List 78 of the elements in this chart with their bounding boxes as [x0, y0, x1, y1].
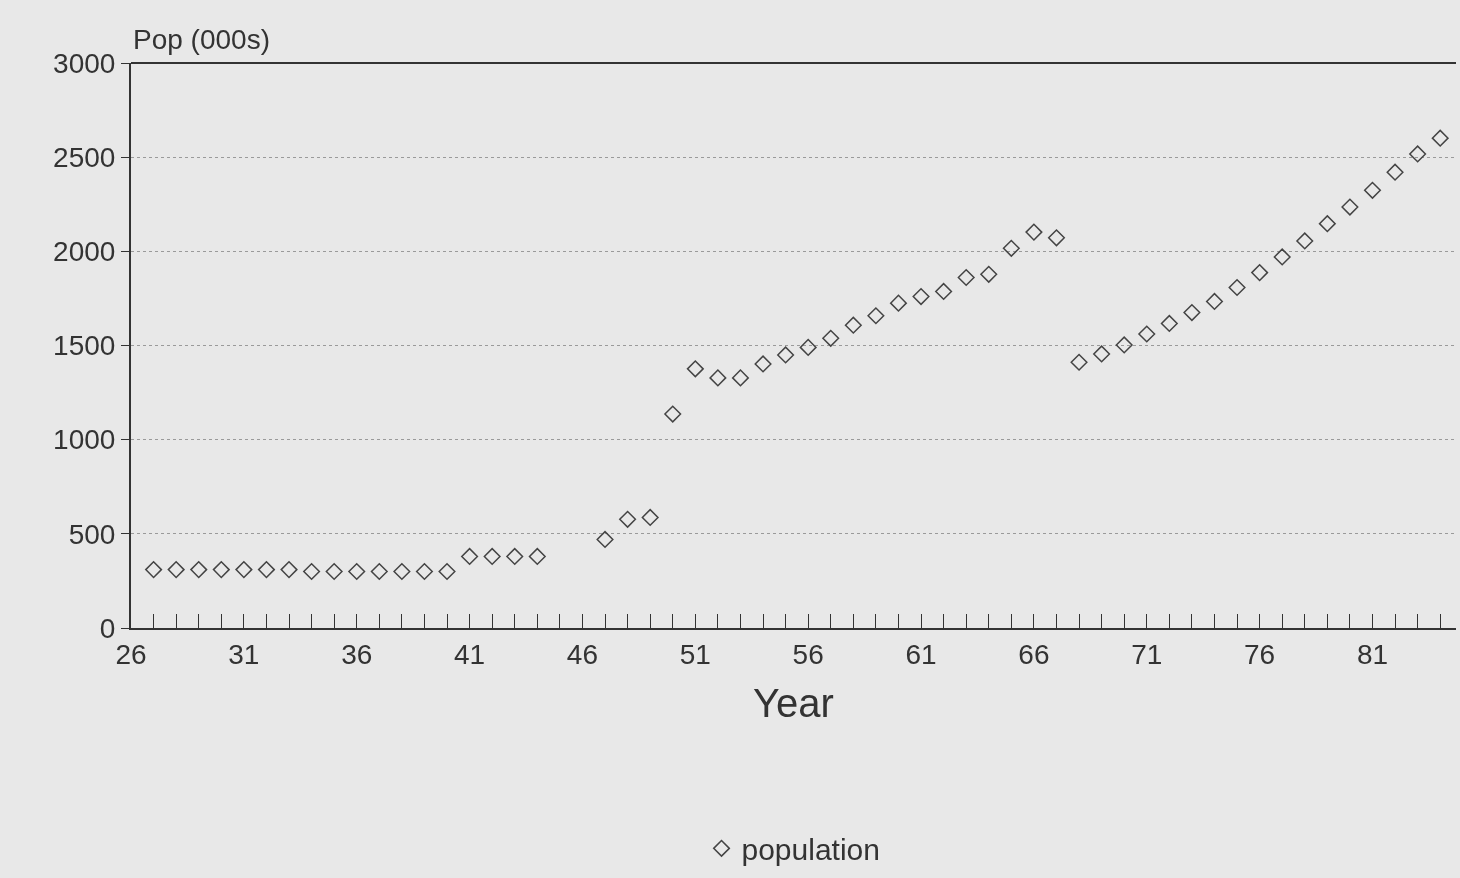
point: [980, 265, 998, 283]
point: [799, 338, 817, 356]
x-tick-label: 76: [1244, 638, 1276, 670]
y-tick-label: 2500: [53, 141, 116, 173]
point: [280, 561, 298, 579]
point: [167, 561, 185, 579]
point: [1251, 264, 1269, 282]
point: [686, 360, 704, 378]
x-tick-label: 31: [228, 638, 260, 670]
point: [483, 547, 501, 565]
x-tick-label: 66: [1018, 638, 1050, 670]
y-tick-label: 1000: [53, 424, 116, 456]
legend-label: population: [741, 833, 880, 867]
point: [190, 561, 208, 579]
point: [1431, 129, 1449, 147]
point: [1183, 303, 1201, 322]
point: [822, 329, 840, 347]
point: [325, 562, 343, 581]
point: [1386, 163, 1404, 181]
y-tick-label: 500: [68, 518, 116, 550]
y-axis-title: Pop (000s): [133, 24, 270, 55]
point: [212, 561, 230, 579]
x-tick-label: 41: [454, 638, 486, 670]
point: [1273, 248, 1291, 266]
point: [348, 562, 366, 581]
point: [1138, 325, 1156, 343]
point: [957, 268, 975, 287]
point: [709, 369, 727, 387]
point: [1115, 336, 1133, 354]
point: [1409, 145, 1427, 163]
point: [1025, 223, 1043, 241]
x-tick-label: 36: [341, 638, 373, 670]
point: [370, 562, 388, 581]
x-tick-label: 81: [1356, 638, 1389, 670]
point: [664, 405, 682, 423]
point: [461, 547, 479, 565]
point: [235, 561, 253, 579]
x-tick-label: 61: [905, 638, 937, 670]
point: [777, 346, 795, 364]
point: [867, 307, 885, 325]
x-tick-label: 71: [1131, 638, 1163, 670]
point: [754, 355, 772, 373]
point: [1093, 345, 1111, 363]
x-tick-label: 51: [679, 638, 711, 670]
y-tick-label: 3000: [53, 47, 116, 79]
point: [1363, 181, 1382, 199]
point: [1228, 278, 1246, 297]
y-tick-label: 0: [99, 612, 116, 644]
point: [912, 287, 930, 306]
point: [393, 562, 411, 581]
point: [145, 561, 163, 579]
point: [844, 316, 862, 334]
point: [935, 282, 953, 300]
point: [889, 294, 908, 312]
point: [257, 561, 275, 579]
point: [1047, 229, 1066, 247]
point: [1318, 215, 1336, 233]
y-tick-label: 1500: [53, 330, 116, 362]
y-tick-label: 2000: [53, 236, 116, 268]
point: [1296, 232, 1314, 250]
point: [528, 547, 546, 565]
point: [1205, 292, 1224, 310]
x-tick-label: 46: [566, 638, 599, 670]
point: [1160, 314, 1178, 333]
x-tick-label: 26: [115, 638, 147, 670]
point: [303, 562, 321, 581]
x-axis-title: Year: [753, 680, 834, 725]
point: [619, 510, 637, 528]
point: [1070, 353, 1088, 371]
point: [731, 369, 749, 387]
point: [1002, 239, 1020, 257]
x-tick-label: 56: [792, 638, 824, 670]
point: [415, 562, 433, 581]
point: [596, 530, 614, 549]
point: [438, 562, 456, 581]
point: [1341, 198, 1359, 216]
point: [641, 508, 659, 526]
point: [506, 547, 524, 565]
